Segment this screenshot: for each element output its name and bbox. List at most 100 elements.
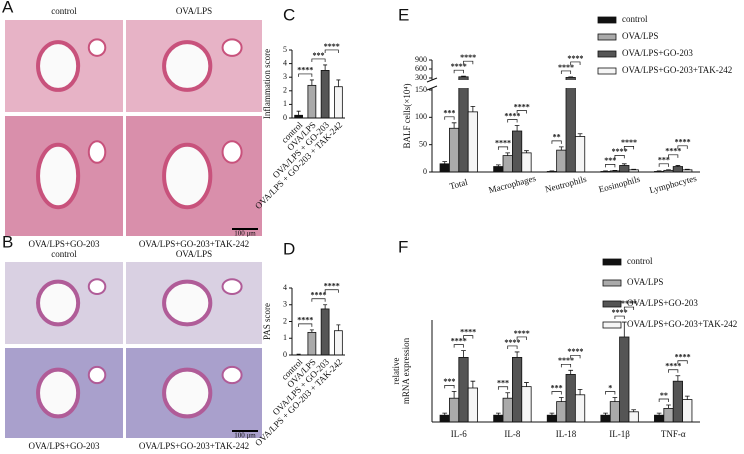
error-bar <box>323 64 328 71</box>
error-bar <box>514 351 520 358</box>
significance-label: **** <box>495 139 511 148</box>
x-tick-label: IL-6 <box>451 429 467 439</box>
legend-label: OVA/LPS+GO-203 <box>622 48 693 58</box>
airway <box>36 142 81 210</box>
significance-bracket <box>453 69 464 74</box>
y-tick-label: 900 <box>415 55 427 64</box>
vessel <box>221 140 243 164</box>
image-caption: OVA/LPS+GO-203 <box>29 441 100 451</box>
error-bar <box>505 152 511 156</box>
error-bar <box>621 321 627 337</box>
x-tick-label: Neutrophils <box>544 174 588 195</box>
significance-label: **** <box>567 54 583 63</box>
image-caption: OVA/LPS+GO-203+TAK-242 <box>139 239 249 249</box>
significance-bracket <box>444 116 455 120</box>
panel-letter: E <box>398 5 409 24</box>
airway <box>162 279 213 327</box>
bar <box>333 86 343 119</box>
error-bar <box>309 79 314 86</box>
airway <box>36 367 81 419</box>
significance-label: **** <box>567 347 583 356</box>
y-tick-label: 3 <box>283 72 287 81</box>
error-bar <box>296 110 301 116</box>
x-tick-label: TNF-α <box>661 429 686 439</box>
legend-label: OVA/LPS <box>627 277 663 287</box>
vessel <box>87 38 107 57</box>
legend-swatch <box>597 33 617 41</box>
significance-label: **** <box>558 356 574 365</box>
significance-label: **** <box>675 353 691 362</box>
bar <box>672 380 683 423</box>
significance-label: **** <box>460 53 476 62</box>
scale-bar-line <box>232 430 258 432</box>
error-bar <box>442 161 448 164</box>
vessel <box>221 278 243 295</box>
significance-bracket <box>668 369 679 373</box>
vessel <box>87 278 107 295</box>
y-tick-label: 300 <box>415 73 427 82</box>
significance-bracket <box>324 49 339 53</box>
significance-bracket <box>677 145 688 149</box>
significance-bracket <box>614 155 625 159</box>
significance-bracket <box>516 336 527 340</box>
significance-bracket <box>507 119 518 123</box>
airway <box>36 279 81 327</box>
x-tick-label: IL-18 <box>556 429 577 439</box>
vessel <box>221 38 243 57</box>
bar <box>574 394 586 423</box>
error-bar <box>442 412 448 416</box>
bar <box>449 127 460 173</box>
x-tick-label: Total <box>448 177 469 192</box>
vessel <box>221 365 243 385</box>
significance-bracket <box>463 60 474 65</box>
error-bar <box>549 412 555 416</box>
significance-label: * <box>608 383 612 392</box>
significance-bracket <box>311 58 326 62</box>
y-tick-label: 0 <box>283 350 287 359</box>
error-bar <box>461 75 466 77</box>
error-bar <box>631 409 637 412</box>
legend-label: OVA/LPS+GO-203 <box>627 298 698 308</box>
y-tick-label: 1 <box>283 99 287 108</box>
image-caption: control <box>51 249 77 259</box>
error-bar <box>451 391 457 399</box>
error-bar <box>470 106 476 112</box>
legend-swatch <box>602 321 622 329</box>
bar <box>467 387 478 423</box>
image-caption: OVA/LPS+GO-203 <box>29 239 100 249</box>
image-caption: OVA/LPS <box>176 249 212 259</box>
y-tick-label: 4 <box>283 58 287 67</box>
error-bar <box>603 170 608 172</box>
significance-bracket <box>497 146 509 150</box>
bar <box>512 356 523 423</box>
significance-label: **** <box>460 327 476 336</box>
significance-label: **** <box>665 147 681 156</box>
significance-bracket <box>507 345 518 349</box>
legend-swatch <box>602 279 622 287</box>
bar <box>467 111 478 173</box>
y-tick-label: 600 <box>415 64 427 73</box>
error-bar <box>675 375 681 382</box>
significance-bracket <box>324 289 339 293</box>
significance-label: **** <box>311 291 327 300</box>
bar <box>493 414 504 423</box>
bar <box>521 152 532 173</box>
bar <box>682 399 693 423</box>
significance-bracket <box>453 344 464 348</box>
significance-label: **** <box>504 338 520 347</box>
legend-swatch <box>602 300 622 308</box>
y-tick-label: 2 <box>283 86 287 95</box>
panel-letter: A <box>2 0 14 16</box>
bar <box>628 411 639 423</box>
error-bar <box>336 79 341 87</box>
legend-label: control <box>622 14 648 24</box>
significance-label: *** <box>443 109 455 118</box>
error-bar <box>558 146 564 151</box>
bar <box>619 336 630 423</box>
significance-label: *** <box>443 377 455 386</box>
panel-letter: F <box>398 237 408 256</box>
x-tick-label: IL-8 <box>504 429 520 439</box>
error-bar <box>631 168 637 170</box>
bar <box>502 397 513 423</box>
error-bar <box>495 412 501 416</box>
